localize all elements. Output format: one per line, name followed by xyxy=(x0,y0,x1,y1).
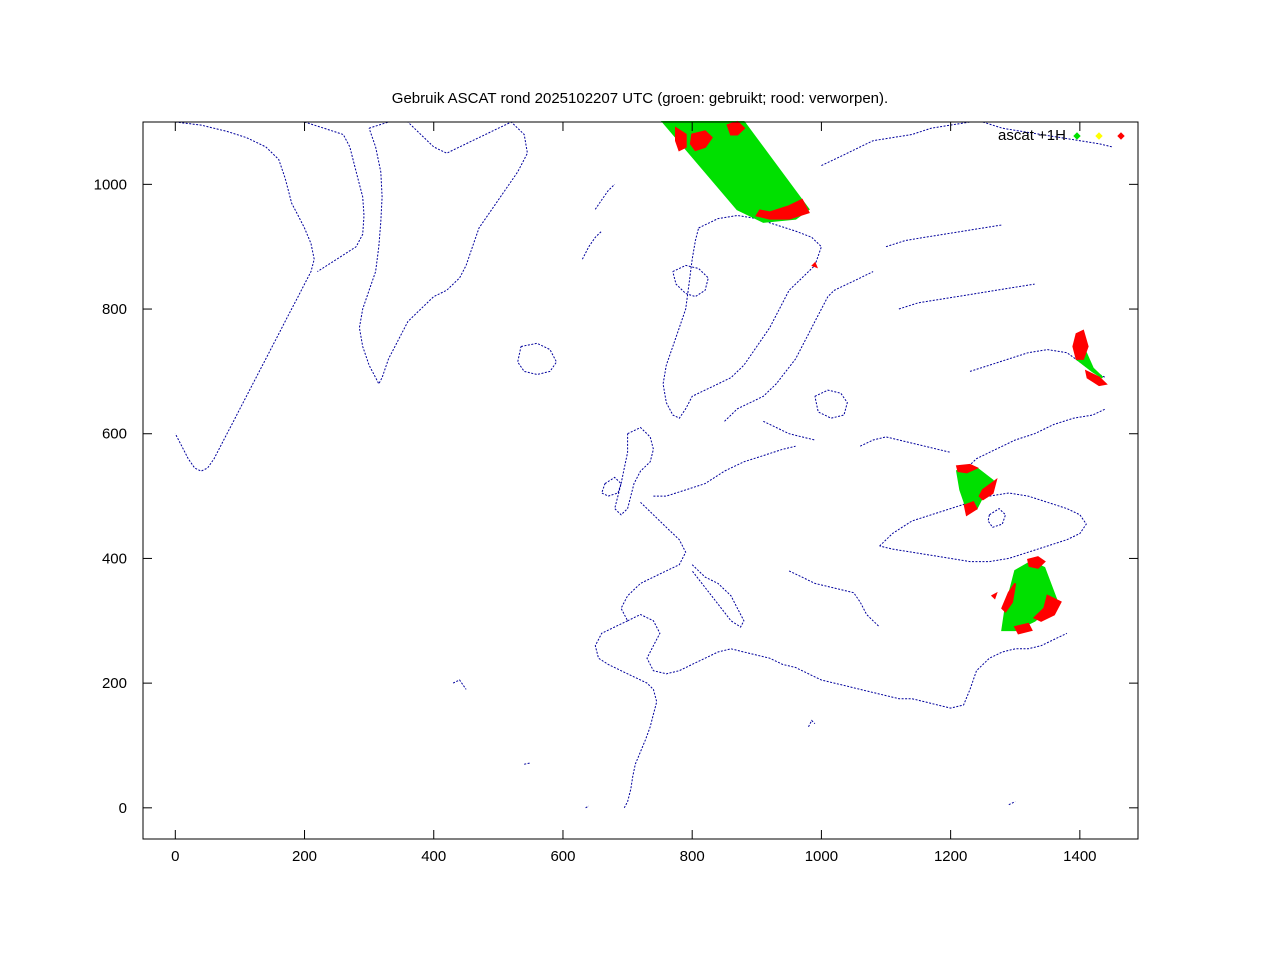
y-tick-label: 1000 xyxy=(94,176,127,193)
x-tick-label: 1400 xyxy=(1063,848,1096,865)
rejected-observation-region xyxy=(689,130,713,152)
rejected-observation-region xyxy=(1027,556,1046,569)
rejected-observation-region xyxy=(811,261,819,269)
legend-marker-rejected xyxy=(1117,132,1125,140)
coastline-segment xyxy=(987,507,1007,528)
legend-marker-other xyxy=(1095,132,1103,140)
rejected-observation-region xyxy=(675,126,687,152)
x-tick-label: 200 xyxy=(292,848,317,865)
y-tick-label: 600 xyxy=(102,426,127,443)
coastline-segment xyxy=(672,264,709,298)
coastline-segment xyxy=(594,620,658,809)
coastline-segment xyxy=(653,445,796,497)
coastline-segment xyxy=(594,183,616,210)
rejected-observation-region xyxy=(955,463,979,474)
rejected-observation-region xyxy=(978,478,998,501)
coastline-segment xyxy=(885,224,1003,248)
chart-title: Gebruik ASCAT rond 2025102207 UTC (groen… xyxy=(392,90,888,107)
x-tick-label: 600 xyxy=(550,848,575,865)
coastline-segment xyxy=(627,613,1068,709)
coastline-segment xyxy=(517,342,558,376)
rejected-observation-region xyxy=(1032,594,1062,622)
rejected-observation-region xyxy=(963,501,978,517)
coastline-segment xyxy=(808,719,816,728)
y-axis: 0 200 400 600 800 1000 xyxy=(94,176,1138,817)
x-tick-label: 0 xyxy=(171,848,179,865)
rejected-observation-region xyxy=(1013,622,1033,635)
coastline-segment xyxy=(601,476,622,497)
coastline-segment xyxy=(452,679,467,690)
rejected-observation-region xyxy=(1072,329,1089,360)
x-tick-label: 1000 xyxy=(805,848,838,865)
coastline-segment xyxy=(763,420,816,441)
coastline-segment xyxy=(174,121,315,472)
coastline-segment xyxy=(814,389,848,419)
rejected-observation-region xyxy=(1001,582,1017,613)
y-tick-label: 200 xyxy=(102,675,127,692)
plot-frame xyxy=(142,121,1139,840)
legend-marker-used xyxy=(1073,132,1081,140)
coastline-segment xyxy=(1008,801,1016,806)
coastline-segment xyxy=(304,121,365,273)
rejected-observations-layer xyxy=(675,120,1108,635)
used-observations-layer xyxy=(660,121,1104,632)
legend-label: ascat +1H xyxy=(998,127,1066,144)
coastline-segment xyxy=(724,271,874,422)
coastline-segment xyxy=(358,121,528,385)
coastline-segment xyxy=(963,408,1106,472)
legend: ascat +1H xyxy=(998,127,1125,144)
coastline-segment xyxy=(585,805,590,809)
coastline-segment xyxy=(788,570,880,628)
coastline-layer xyxy=(174,121,1113,809)
rejected-observation-region xyxy=(726,120,746,136)
x-tick-label: 800 xyxy=(680,848,705,865)
coastline-segment xyxy=(524,762,531,765)
coastline-segment xyxy=(859,436,951,453)
rejected-observation-region xyxy=(755,198,810,220)
x-axis: 0 200 400 600 800 1000 1200 1400 xyxy=(171,122,1097,865)
x-tick-label: 1200 xyxy=(934,848,967,865)
coastline-segment xyxy=(620,501,687,622)
rejected-observation-region xyxy=(990,591,998,600)
coastline-segment xyxy=(879,492,1087,563)
used-observation-region xyxy=(955,466,994,510)
coastline-segment xyxy=(662,214,822,419)
coastline-segment xyxy=(581,230,603,260)
coastline-segment xyxy=(614,426,654,516)
y-tick-label: 800 xyxy=(102,301,127,318)
coastline-segment xyxy=(898,283,1035,310)
coastline-segment xyxy=(821,121,971,167)
y-tick-label: 0 xyxy=(119,800,127,817)
rejected-observation-region xyxy=(1084,369,1108,387)
coastline-segment xyxy=(691,564,745,628)
x-tick-label: 400 xyxy=(421,848,446,865)
y-tick-label: 400 xyxy=(102,550,127,567)
